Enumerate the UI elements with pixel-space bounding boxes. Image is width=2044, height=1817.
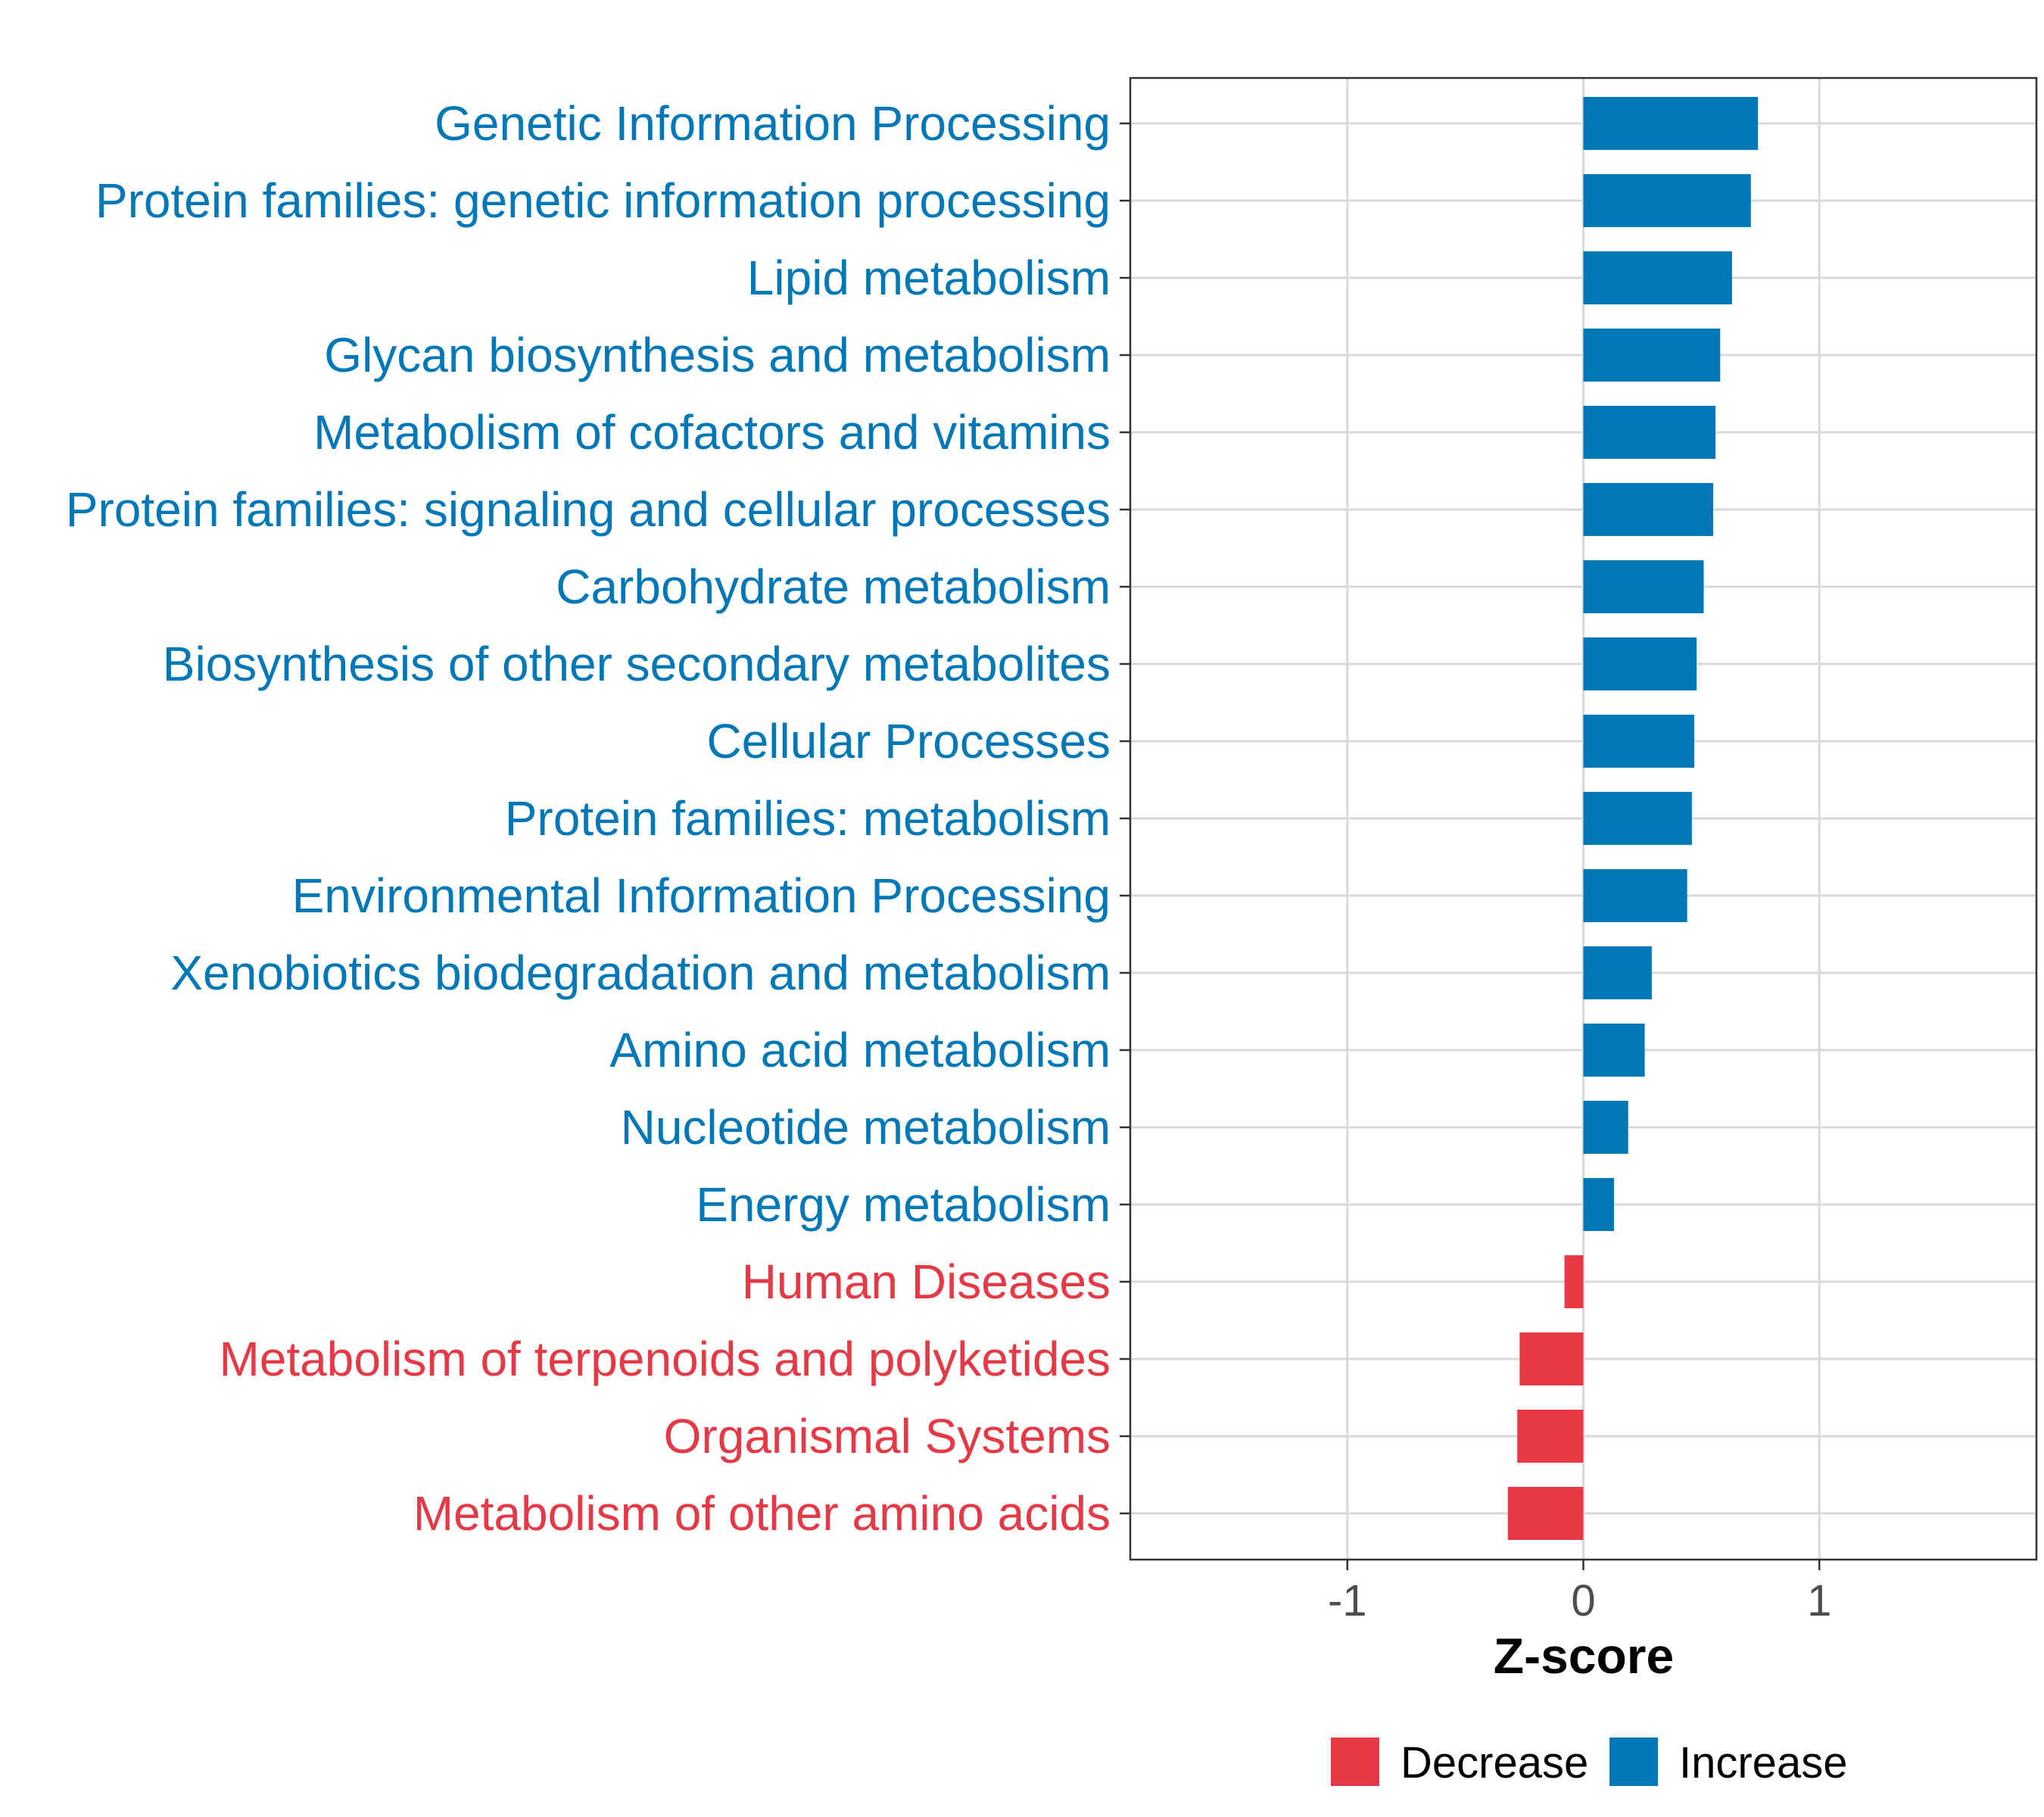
bar-19 xyxy=(1507,1487,1584,1540)
y-axis-label: Xenobiotics biodegradation and metabolis… xyxy=(170,946,1111,1000)
y-axis-labels: Genetic Information Processing Protein fa… xyxy=(66,96,1111,1541)
bar-15 xyxy=(1583,1178,1615,1231)
bar-5 xyxy=(1583,406,1716,459)
bar-18 xyxy=(1517,1410,1584,1463)
y-axis-label: Cellular Processes xyxy=(706,714,1111,768)
x-tick-label: 1 xyxy=(1807,1576,1831,1625)
bar-17 xyxy=(1519,1332,1584,1385)
y-axis-label: Energy metabolism xyxy=(696,1177,1111,1232)
x-tick-label: 0 xyxy=(1571,1576,1595,1625)
x-axis-title: Z-score xyxy=(1494,1628,1674,1684)
y-axis-label: Lipid metabolism xyxy=(747,251,1111,305)
bars xyxy=(1507,97,1759,1540)
bar-13 xyxy=(1583,1024,1645,1077)
y-axis-label: Biosynthesis of other secondary metaboli… xyxy=(163,637,1111,691)
y-axis-label: Environmental Information Processing xyxy=(292,868,1111,923)
bar-8 xyxy=(1583,637,1697,690)
y-axis-label: Human Diseases xyxy=(742,1254,1111,1309)
y-axis-label: Genetic Information Processing xyxy=(435,96,1111,151)
y-axis-label: Nucleotide metabolism xyxy=(621,1100,1111,1155)
y-axis-label: Organismal Systems xyxy=(664,1409,1111,1463)
y-axis-label: Metabolism of terpenoids and polyketides xyxy=(219,1332,1111,1386)
bar-1 xyxy=(1583,97,1759,150)
legend-label-increase: Increase xyxy=(1679,1738,1847,1787)
bar-7 xyxy=(1583,560,1704,613)
x-tick-label: -1 xyxy=(1328,1576,1367,1625)
bar-2 xyxy=(1583,174,1751,227)
legend-swatch-increase xyxy=(1609,1738,1658,1786)
bar-6 xyxy=(1583,483,1713,536)
legend: Decrease Increase xyxy=(1331,1738,1847,1787)
bar-4 xyxy=(1583,329,1721,382)
bar-12 xyxy=(1583,946,1652,999)
x-axis-ticks: -1 0 1 xyxy=(1328,1560,1831,1625)
y-axis-label: Metabolism of cofactors and vitamins xyxy=(313,405,1111,460)
bar-10 xyxy=(1583,792,1692,845)
bar-3 xyxy=(1583,251,1732,304)
y-axis-label: Protein families: metabolism xyxy=(505,791,1111,846)
y-axis-label: Glycan biosynthesis and metabolism xyxy=(324,328,1111,382)
y-axis-label: Protein families: genetic information pr… xyxy=(95,173,1111,228)
bar-14 xyxy=(1583,1101,1628,1154)
y-axis-label: Carbohydrate metabolism xyxy=(556,559,1111,614)
y-axis-label: Metabolism of other amino acids xyxy=(413,1486,1111,1541)
y-axis-label: Protein families: signaling and cellular… xyxy=(66,482,1111,537)
legend-swatch-decrease xyxy=(1331,1738,1379,1786)
y-axis-label: Amino acid metabolism xyxy=(609,1023,1111,1077)
y-axis-ticks xyxy=(1120,122,1130,1515)
legend-label-decrease: Decrease xyxy=(1401,1738,1588,1787)
bar-9 xyxy=(1583,715,1695,768)
bar-11 xyxy=(1583,869,1687,922)
bar-16 xyxy=(1564,1255,1584,1308)
